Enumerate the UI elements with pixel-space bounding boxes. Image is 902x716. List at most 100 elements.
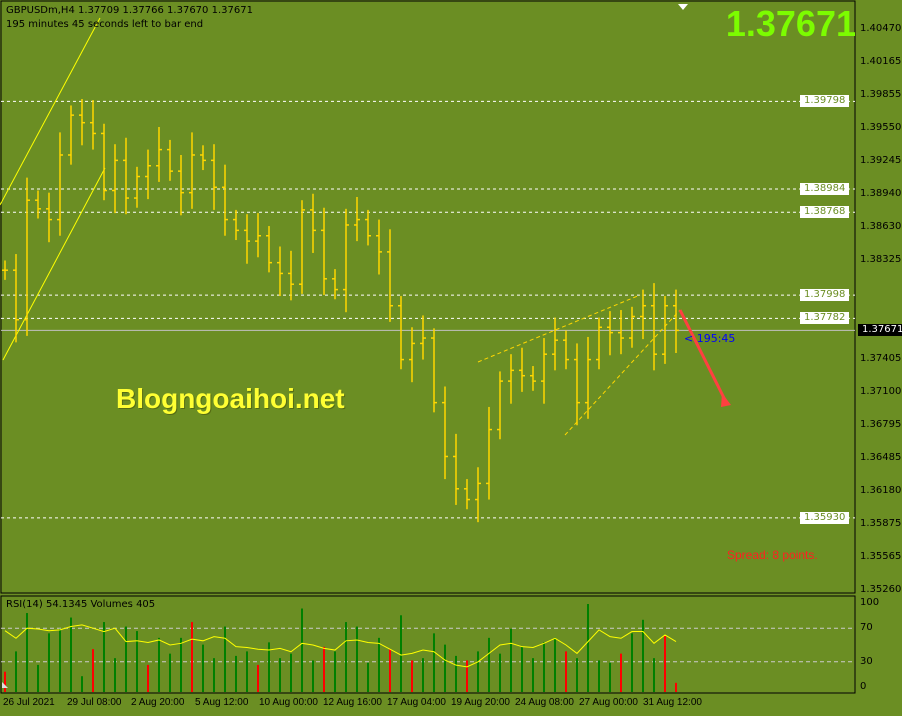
- ohlc-bar: [596, 317, 602, 370]
- ohlc-bar: [90, 100, 96, 150]
- ohlc-bar: [464, 479, 470, 510]
- ohlc-bar: [134, 166, 140, 208]
- ohlc-bar: [57, 132, 63, 236]
- rsi-tick: 0: [860, 681, 867, 692]
- time-tick: 5 Aug 12:00: [195, 697, 249, 708]
- ohlc-bar: [222, 164, 228, 236]
- ohlc-bar: [112, 144, 118, 214]
- level-label: 1.38984: [800, 183, 850, 195]
- bid-label: 1.37671: [858, 324, 902, 337]
- ohlc-bar: [497, 371, 503, 440]
- main-chart-border: [0, 0, 856, 594]
- ohlc-bar: [255, 213, 261, 258]
- ohlc-bar: [486, 406, 492, 500]
- ohlc-bar: [200, 145, 206, 171]
- ohlc-bar: [332, 269, 338, 300]
- price-tick: 1.35875: [860, 517, 902, 529]
- wedge-lower-line: [564, 309, 681, 436]
- ohlc-bar: [35, 190, 41, 219]
- ohlc-bar: [365, 209, 371, 246]
- ohlc-bar: [585, 336, 591, 419]
- ohlc-bar: [574, 343, 580, 426]
- ohlc-bar: [68, 105, 74, 165]
- level-label: 1.39798: [800, 95, 850, 108]
- price-tick: 1.36795: [860, 418, 902, 430]
- ohlc-bar: [563, 330, 569, 370]
- ohlc-bar: [519, 347, 525, 392]
- ohlc-bar: [321, 207, 327, 295]
- rsi-levels: [1, 627, 855, 663]
- trendline: [2, 167, 106, 361]
- trendlines: [0, 17, 681, 436]
- ohlc-bar: [629, 306, 635, 348]
- time-tick: 31 Aug 12:00: [643, 697, 702, 708]
- ohlc-bar: [651, 283, 657, 371]
- rsi-tick: 30: [860, 655, 873, 667]
- ohlc-bar: [101, 123, 107, 201]
- ohlc-bar: [541, 338, 547, 404]
- shift-marker-icon: [678, 4, 688, 10]
- ohlc-bar: [79, 98, 85, 146]
- price-tick: 1.38325: [860, 253, 902, 265]
- price-tick: 1.38630: [860, 221, 902, 233]
- ohlc-bar: [475, 467, 481, 523]
- price-tick: 1.39550: [860, 122, 902, 134]
- ohlc-bar: [233, 209, 239, 241]
- ohlc-bar: [354, 196, 360, 242]
- level-label: 1.37782: [800, 312, 850, 325]
- down-arrow-icon: [678, 309, 731, 407]
- indicator-panel-border: [0, 595, 856, 694]
- ohlc-bar: [2, 260, 8, 280]
- price-tick: 1.40470: [860, 23, 902, 34]
- level-label: 1.37998: [800, 289, 850, 302]
- price-tick: 1.36180: [860, 484, 902, 496]
- watermark-text: Blogngoaihoi.net: [116, 383, 345, 414]
- ohlc-bar: [13, 254, 19, 343]
- ohlc-bar: [662, 296, 668, 364]
- time-tick: 26 Jul 2021: [3, 697, 55, 708]
- ohlc-bar: [123, 137, 129, 215]
- price-tick: 1.39855: [860, 89, 902, 101]
- price-tick: 1.36485: [860, 452, 902, 464]
- time-tick: 2 Aug 20:00: [131, 697, 185, 708]
- ohlc-bar: [453, 433, 459, 505]
- price-tick: 1.35260: [860, 584, 902, 595]
- ohlc-bar: [266, 226, 272, 273]
- time-tick: 12 Aug 16:00: [323, 697, 382, 708]
- level-label: 1.35930: [800, 511, 850, 524]
- ohlc-bar: [310, 193, 316, 253]
- ohlc-bar: [211, 144, 217, 210]
- time-tick: 10 Aug 00:00: [259, 697, 318, 708]
- ohlc-bar: [530, 366, 536, 391]
- ohlc-bar: [552, 317, 558, 371]
- rsi-tick: 100: [860, 597, 880, 608]
- level-label: 1.38768: [800, 206, 850, 219]
- price-tick: 1.37405: [860, 353, 902, 365]
- ohlc-bar: [442, 386, 448, 480]
- ohlc-bar: [409, 327, 415, 383]
- price-bars: [2, 98, 679, 523]
- rsi-line: [4, 624, 677, 668]
- time-tick: 19 Aug 20:00: [451, 697, 510, 708]
- indicator-label: RSI(14) 54.1345 Volumes 405: [6, 599, 156, 610]
- ohlc-bar: [156, 126, 162, 182]
- wedge-upper-line: [477, 294, 641, 363]
- ohlc-bar: [189, 132, 195, 209]
- ohlc-bar: [607, 311, 613, 356]
- horizontal-levels: [1, 100, 855, 519]
- time-tick: 27 Aug 00:00: [579, 697, 638, 708]
- time-tick: 29 Jul 08:00: [67, 697, 122, 708]
- ohlc-bar: [343, 208, 349, 313]
- ohlc-bar: [508, 354, 514, 404]
- ohlc-bar: [46, 192, 52, 243]
- ohlc-bar: [277, 246, 283, 297]
- ohlc-bar: [244, 214, 250, 264]
- ohlc-bar: [387, 229, 393, 322]
- ohlc-bar: [178, 154, 184, 216]
- current-price-display: 1.37671: [725, 3, 856, 44]
- ohlc-bar: [288, 250, 294, 301]
- ohlc-bar: [398, 296, 404, 370]
- price-tick: 1.40165: [860, 55, 902, 67]
- ohlc-bar: [299, 200, 305, 294]
